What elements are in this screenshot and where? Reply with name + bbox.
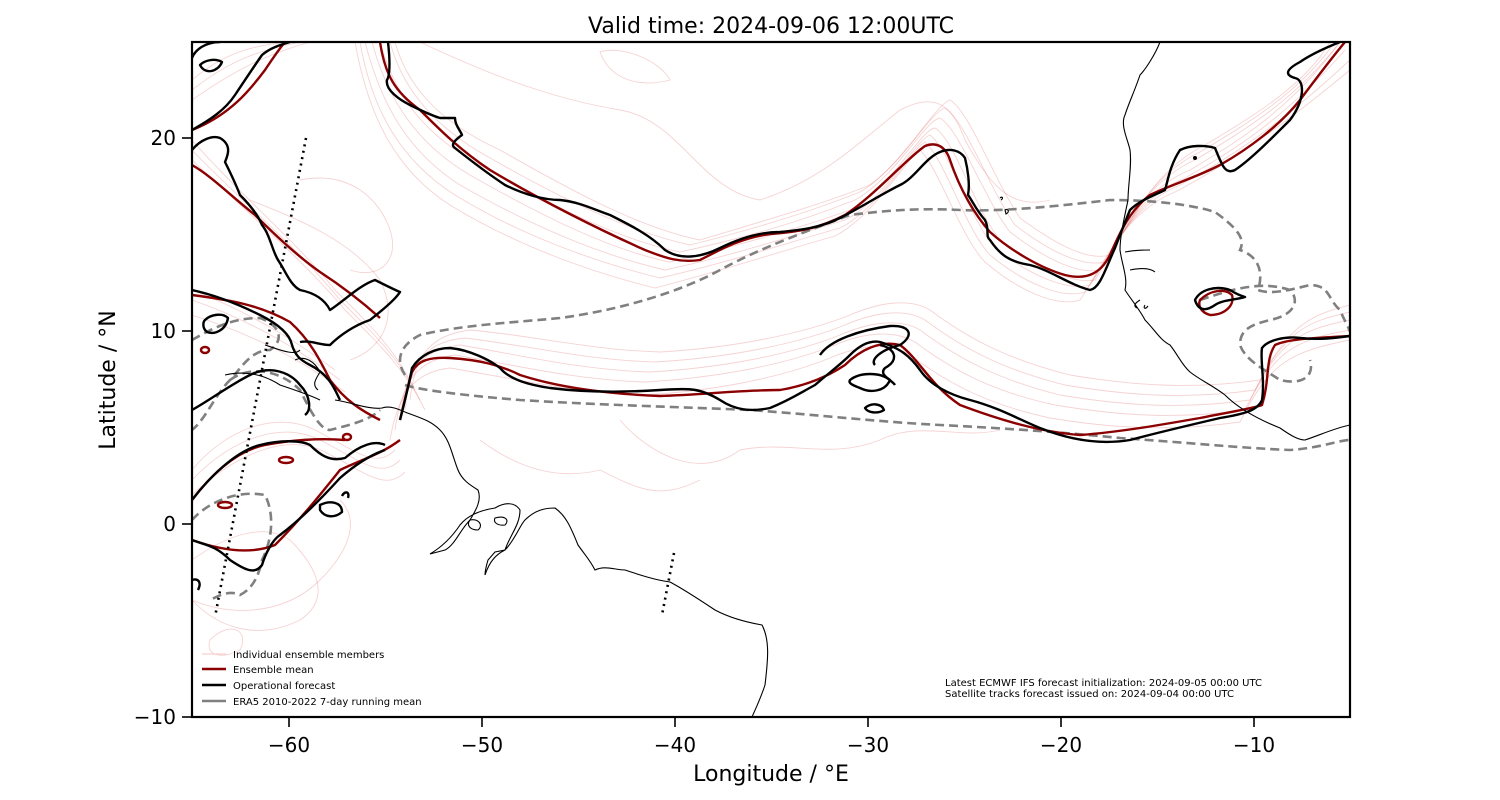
y-tick-label: 20: [151, 126, 176, 150]
x-axis-label: Longitude / °E: [693, 762, 849, 787]
legend-label-ens-mean: Ensemble mean: [233, 665, 314, 676]
y-tick-label: 10: [151, 319, 176, 343]
plot-frame: [190, 40, 1352, 719]
legend-label-era5: ERA5 2010-2022 7-day running mean: [233, 697, 422, 708]
legend-label-operational: Operational forecast: [233, 681, 335, 692]
y-axis: 20 10 0 −10: [134, 126, 192, 729]
coastlines: [224, 42, 1350, 717]
y-axis-label: Latitude / °N: [96, 310, 121, 449]
x-tick-label: −60: [268, 733, 310, 757]
map-plot-area: [192, 42, 1350, 717]
legend: Individual ensemble members Ensemble mea…: [202, 650, 422, 708]
satellite-track-east: [660, 552, 676, 616]
y-tick-label: −10: [134, 705, 176, 729]
x-tick-label: −50: [461, 733, 503, 757]
y-tick-label: 0: [163, 512, 176, 536]
x-tick-label: −10: [1233, 733, 1275, 757]
legend-label-members: Individual ensemble members: [233, 650, 384, 661]
chart-title: Valid time: 2024-09-06 12:00UTC: [588, 14, 954, 39]
satellite-issue-text: Satellite tracks forecast issued on: 202…: [945, 689, 1234, 700]
x-tick-label: −30: [847, 733, 889, 757]
forecast-init-text: Latest ECMWF IFS forecast initialization…: [945, 678, 1262, 689]
era5-running-mean: [192, 198, 1350, 602]
x-axis: −60 −50 −40 −30 −20 −10: [268, 717, 1275, 757]
x-tick-label: −40: [654, 733, 696, 757]
satellite-tracks: [213, 137, 676, 618]
x-tick-label: −20: [1040, 733, 1082, 757]
